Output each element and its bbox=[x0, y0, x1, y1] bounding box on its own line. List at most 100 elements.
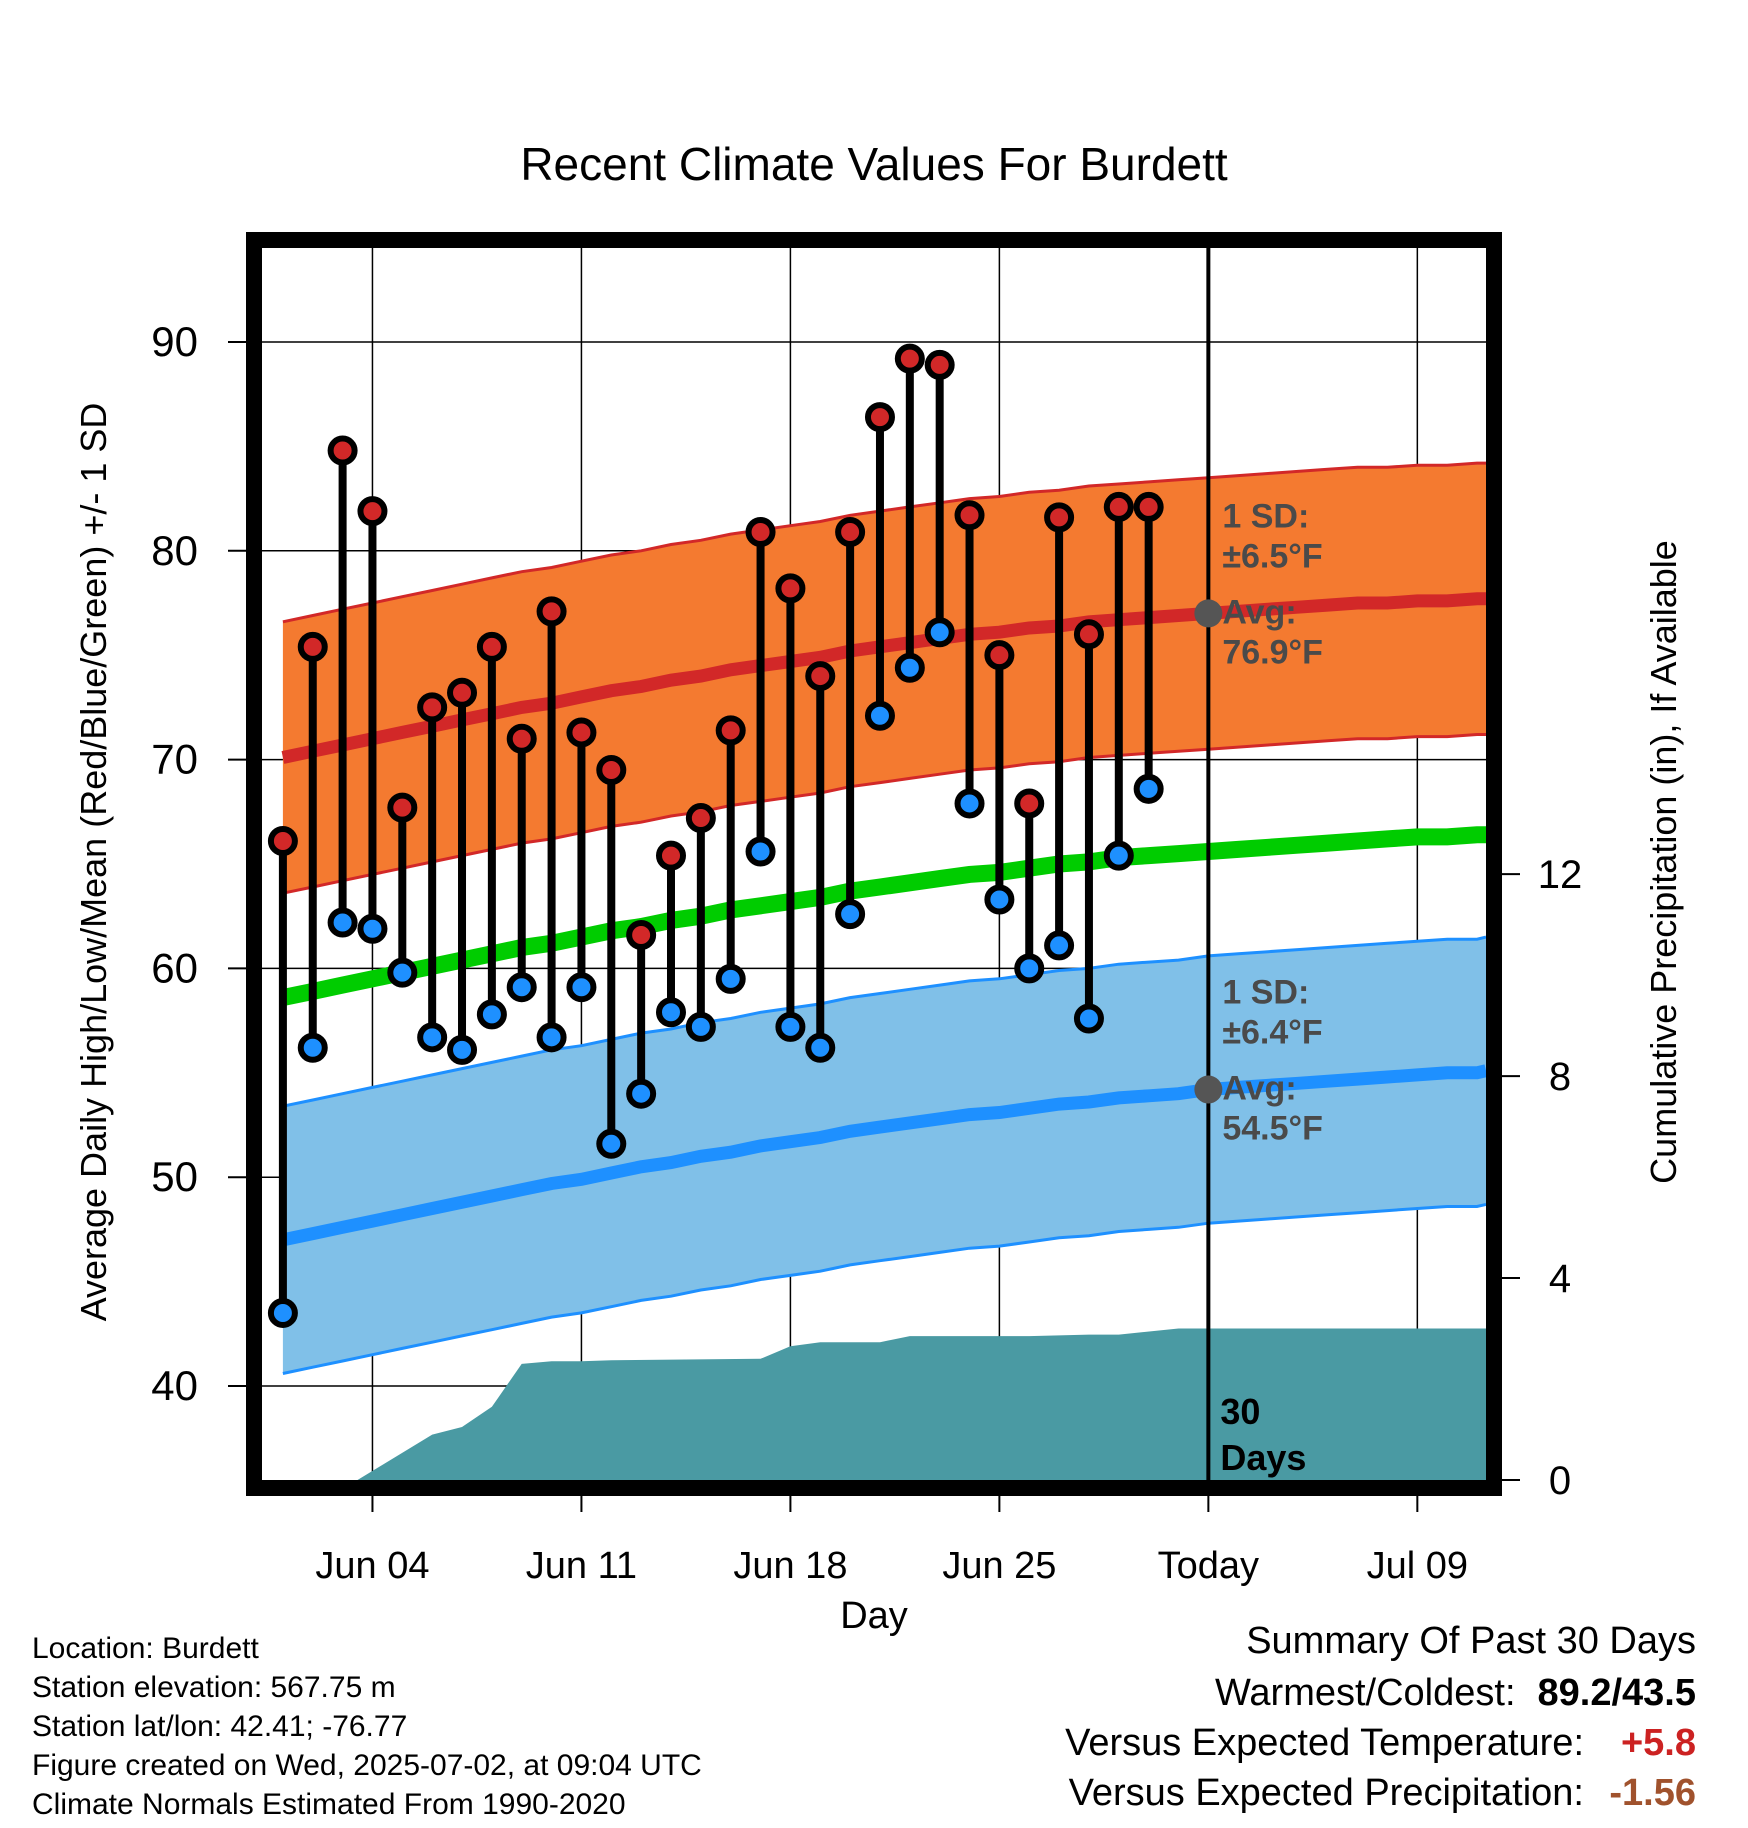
daily-low-point bbox=[1133, 773, 1164, 804]
temp-value: +5.8 bbox=[1620, 1722, 1696, 1764]
daily-high-point bbox=[536, 596, 567, 627]
daily-low-point bbox=[327, 907, 358, 938]
today-low-normal-point bbox=[1194, 1075, 1223, 1104]
y2-tick-label: 4 bbox=[1549, 1257, 1571, 1301]
x-tick-label: Jun 04 bbox=[315, 1545, 429, 1587]
daily-low-point bbox=[536, 1022, 567, 1053]
daily-low-point bbox=[267, 1297, 298, 1328]
daily-high-point bbox=[387, 792, 418, 823]
precip-value: -1.56 bbox=[1609, 1772, 1696, 1814]
daily-low-point bbox=[1014, 953, 1045, 984]
daily-high-point bbox=[685, 803, 716, 834]
daily-high-point bbox=[984, 640, 1015, 671]
daily-low-point bbox=[924, 617, 955, 648]
daily-high-point bbox=[357, 496, 388, 527]
daily-high-point bbox=[1103, 491, 1134, 522]
normal-lines bbox=[281, 592, 1488, 1247]
warmest-value: 89.2/43.5 bbox=[1537, 1672, 1696, 1714]
daily-high-point bbox=[954, 500, 985, 531]
y-tick-label: 40 bbox=[151, 1362, 198, 1409]
daily-low-point bbox=[894, 652, 925, 683]
daily-high-point bbox=[1044, 502, 1075, 533]
daily-high-point bbox=[1014, 788, 1045, 819]
daily-high-point bbox=[924, 349, 955, 380]
normals-text: Climate Normals Estimated From 1990-2020 bbox=[32, 1788, 626, 1821]
daily-high-point bbox=[745, 516, 776, 547]
daily-low-point bbox=[387, 957, 418, 988]
summary-title: Summary Of Past 30 Days bbox=[1246, 1620, 1696, 1662]
daily-low-point bbox=[417, 1022, 448, 1053]
high-band-lower-edge bbox=[282, 733, 1486, 895]
daily-high-point bbox=[297, 631, 328, 662]
normal-mean-line bbox=[281, 826, 1486, 1006]
x-axis-label: Day bbox=[840, 1595, 908, 1637]
daily-high-point bbox=[1073, 619, 1104, 650]
summary-temp: Versus Expected Temperature: +5.8 bbox=[1065, 1722, 1696, 1765]
low-sd-band bbox=[282, 935, 1487, 1375]
daily-low-point bbox=[1073, 1003, 1104, 1034]
low-annotation-line-3: Avg: bbox=[1222, 1070, 1296, 1108]
daily-low-point bbox=[835, 899, 866, 930]
high-annotation-line-1: 1 SD: bbox=[1222, 497, 1309, 535]
daily-high-point bbox=[805, 661, 836, 692]
high-annotation-line-3: Avg: bbox=[1222, 593, 1296, 631]
daily-high-point bbox=[715, 715, 746, 746]
daily-high-point bbox=[327, 435, 358, 466]
x-tick-label: Jun 11 bbox=[526, 1545, 637, 1587]
y-tick-label: 50 bbox=[151, 1153, 198, 1200]
low-band-upper-edge bbox=[282, 935, 1487, 1108]
daily-low-point bbox=[864, 700, 895, 731]
low-band-lower-edge bbox=[282, 1202, 1487, 1375]
daily-high-point bbox=[655, 840, 686, 871]
summary-warmest: Warmest/Coldest: 89.2/43.5 bbox=[1215, 1672, 1696, 1715]
x-tick-label: Jul 09 bbox=[1367, 1545, 1468, 1587]
summary-precip: Versus Expected Precipitation: -1.56 bbox=[1069, 1772, 1696, 1815]
daily-low-point bbox=[655, 997, 686, 1028]
daily-low-point bbox=[476, 999, 507, 1030]
daily-low-point bbox=[626, 1078, 657, 1109]
high-annotation-line-4: 76.9°F bbox=[1222, 633, 1323, 671]
normal-high-line bbox=[281, 592, 1486, 764]
y2-tick-label: 8 bbox=[1549, 1055, 1571, 1099]
latlon-text: Station lat/lon: 42.41; -76.77 bbox=[32, 1710, 408, 1743]
daily-low-point bbox=[1044, 930, 1075, 961]
daily-low-point bbox=[685, 1011, 716, 1042]
y-tick-label: 90 bbox=[151, 318, 198, 365]
daily-high-point bbox=[835, 516, 866, 547]
location-text: Location: Burdett bbox=[32, 1632, 259, 1665]
daily-low-point bbox=[447, 1034, 478, 1065]
chart-title: Recent Climate Values For Burdett bbox=[520, 138, 1228, 190]
daily-low-point bbox=[775, 1011, 806, 1042]
daily-high-point bbox=[894, 343, 925, 374]
y2-tick-label: 0 bbox=[1549, 1459, 1571, 1503]
x-tick-label: Jun 25 bbox=[942, 1545, 1056, 1587]
daily-low-point bbox=[715, 963, 746, 994]
plot-frame bbox=[246, 232, 1502, 1496]
daily-high-point bbox=[506, 723, 537, 754]
daily-low-point bbox=[596, 1128, 627, 1159]
daily-low-point bbox=[1103, 840, 1134, 871]
daily-high-point bbox=[864, 402, 895, 433]
daily-high-point bbox=[267, 826, 298, 857]
today-window-label: 30 bbox=[1220, 1391, 1260, 1432]
daily-high-point bbox=[775, 573, 806, 604]
daily-high-point bbox=[447, 677, 478, 708]
daily-high-point bbox=[476, 631, 507, 662]
today-window-label-2: Days bbox=[1220, 1437, 1306, 1478]
x-tick-label: Jun 18 bbox=[733, 1545, 847, 1587]
daily-high-point bbox=[417, 692, 448, 723]
y2-axis-label: Cumulative Precipitation (in), If Availa… bbox=[1643, 540, 1684, 1184]
daily-low-point bbox=[297, 1032, 328, 1063]
daily-low-point bbox=[984, 884, 1015, 915]
high-annotation-line-2: ±6.5°F bbox=[1222, 537, 1322, 575]
low-annotation-line-4: 54.5°F bbox=[1222, 1110, 1323, 1148]
daily-low-point bbox=[506, 972, 537, 1003]
low-annotation-line-1: 1 SD: bbox=[1222, 974, 1309, 1012]
temp-label: Versus Expected Temperature: bbox=[1065, 1722, 1584, 1764]
daily-low-point bbox=[357, 913, 388, 944]
y-tick-label: 70 bbox=[151, 736, 198, 783]
daily-low-point bbox=[805, 1032, 836, 1063]
precip-label: Versus Expected Precipitation: bbox=[1068, 1772, 1584, 1814]
axes: Jun 04 Jun 11 Jun 18 Jun 25 Today Jul 0940506… bbox=[151, 318, 1582, 1587]
